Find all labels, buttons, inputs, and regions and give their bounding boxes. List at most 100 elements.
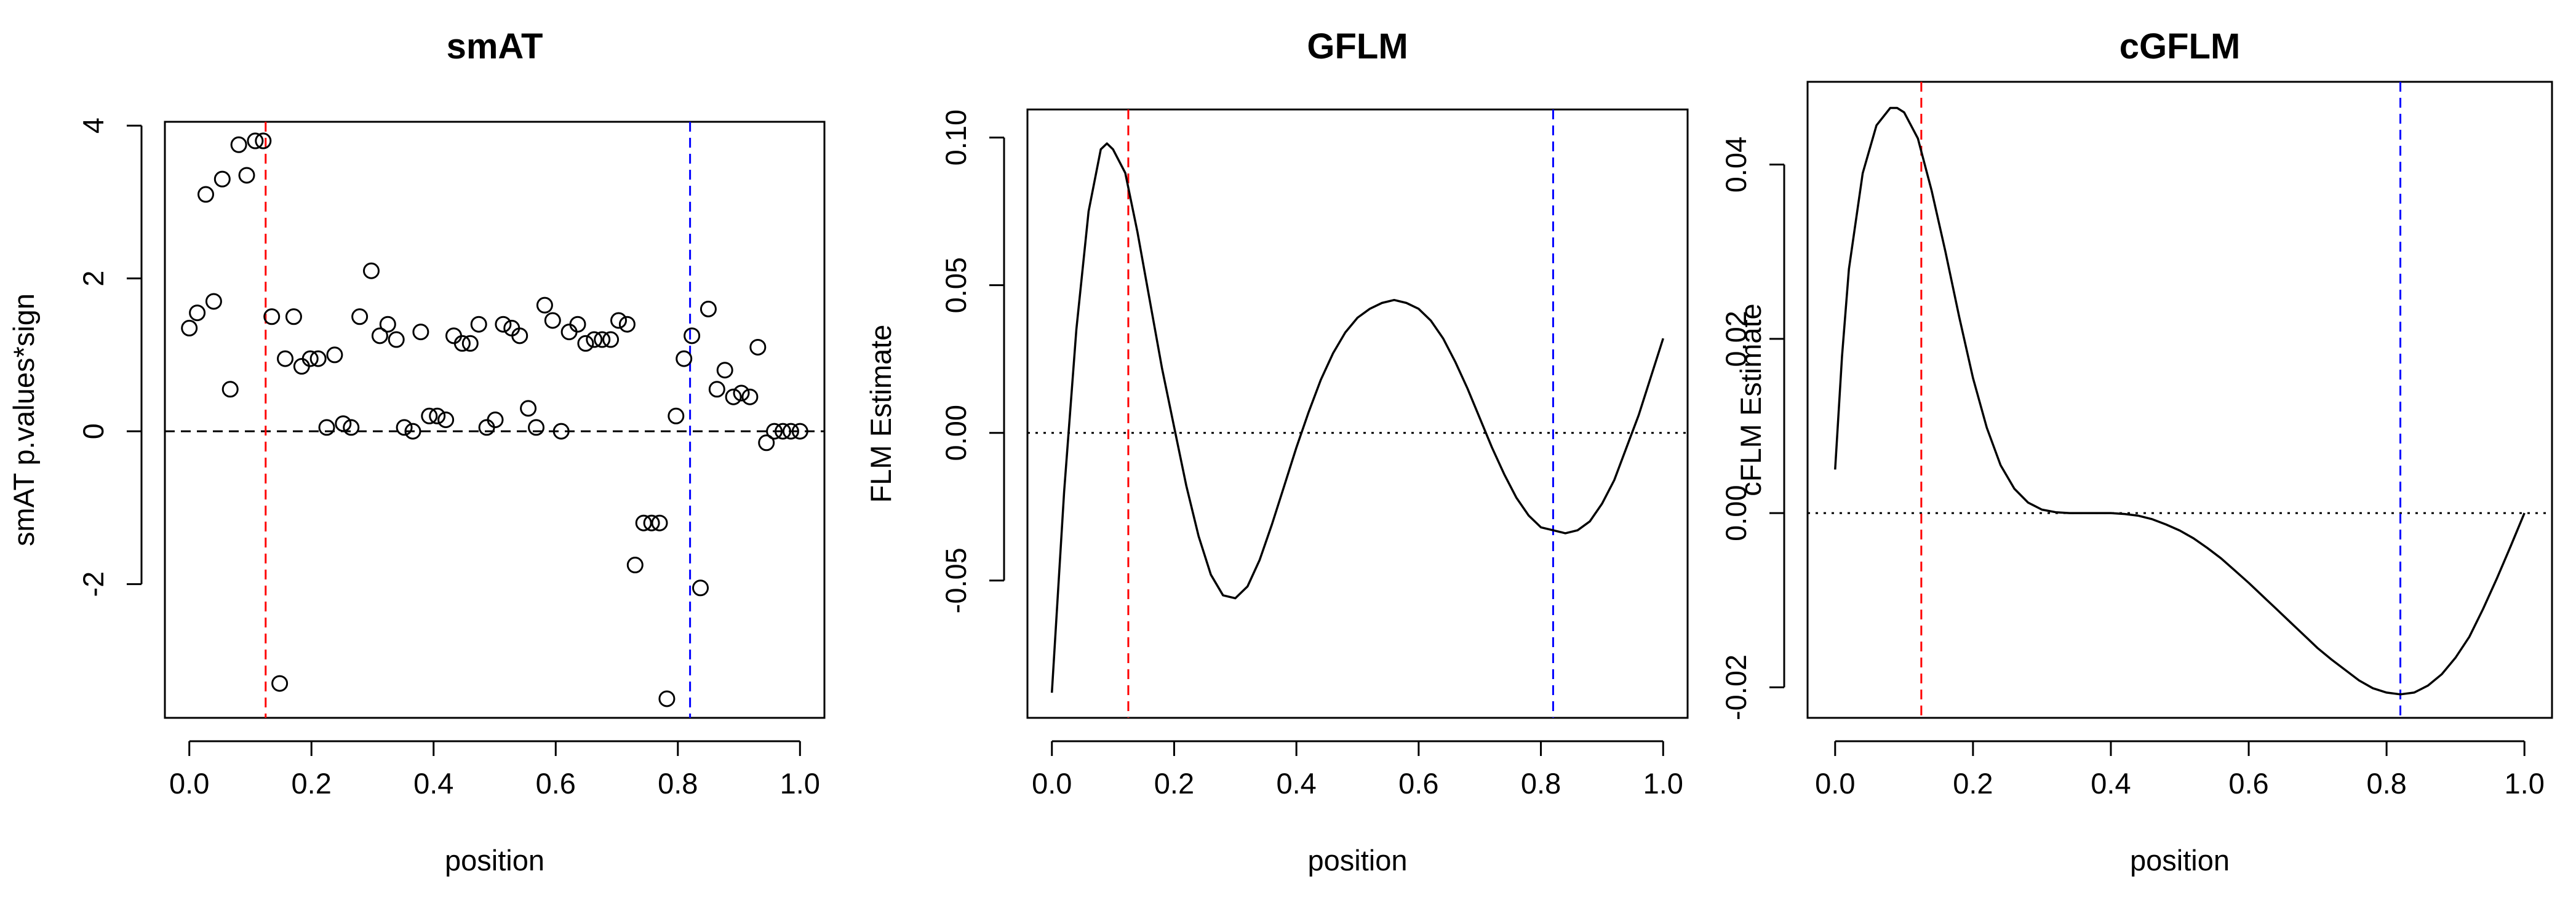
x-tick-label: 1.0 (1643, 767, 1683, 800)
data-point (213, 170, 231, 188)
data-point (379, 316, 396, 333)
y-tick-label: 0.04 (1720, 137, 1752, 193)
data-point (404, 423, 421, 440)
data-point (725, 388, 742, 405)
data-point (437, 412, 455, 428)
x-tick-label: 0.4 (2091, 767, 2131, 800)
data-point (221, 381, 239, 398)
data-point (205, 293, 222, 310)
data-point (343, 419, 360, 436)
data-point (520, 400, 537, 417)
x-tick-label: 0.6 (2228, 767, 2268, 800)
data-point (668, 407, 685, 424)
data-point (309, 350, 327, 367)
data-point (741, 388, 759, 405)
series-line (1834, 106, 2526, 696)
plot-title: cGFLM (2119, 26, 2241, 66)
plot-title: GFLM (1307, 26, 1408, 66)
data-point (277, 350, 294, 367)
data-point (716, 362, 733, 379)
y-tick-label: -2 (77, 571, 110, 597)
data-point (758, 434, 775, 451)
y-tick-label: 0.10 (939, 109, 972, 165)
x-tick-label: 0.2 (292, 767, 332, 800)
data-point (791, 423, 808, 440)
data-point (230, 136, 247, 153)
data-point (708, 381, 725, 398)
data-point (511, 327, 528, 344)
x-tick-label: 0.4 (413, 767, 453, 800)
x-tick-label: 0.0 (1815, 767, 1855, 800)
data-point (263, 308, 281, 325)
data-point (618, 316, 636, 333)
plot-title: smAT (447, 26, 543, 66)
panel-3: cGFLM 0.0 0.2 0.4 0.6 0.8 1.0 -0.02 0.00 0.02 0.04… (1720, 26, 2553, 877)
data-point (247, 132, 264, 149)
plot-frame (1806, 81, 2553, 719)
y-tick-label: -0.05 (939, 547, 972, 613)
x-tick-label: 0.2 (1953, 767, 1993, 800)
data-point (429, 407, 446, 424)
x-tick-label: 0.8 (658, 767, 698, 800)
y-tick-label: 0.00 (1720, 485, 1752, 541)
data-point (766, 423, 783, 440)
data-point (560, 324, 578, 341)
y-tick-label: 0 (77, 423, 110, 439)
data-point (782, 423, 799, 440)
data-point (626, 557, 644, 574)
data-point (527, 419, 544, 436)
x-tick-label: 1.0 (2505, 767, 2545, 800)
data-point (388, 331, 405, 348)
data-point (181, 319, 198, 336)
data-point (749, 338, 767, 356)
y-axis-label: smAT p.values*sign (7, 293, 40, 546)
data-point (285, 308, 302, 325)
data-point (412, 324, 429, 341)
data-point (594, 331, 611, 348)
data-point (461, 335, 479, 352)
data-point (692, 579, 709, 597)
data-point (478, 419, 495, 436)
data-point (238, 167, 255, 184)
y-axis-label: FLM Estimate (864, 325, 897, 503)
y-tick-label: 4 (77, 117, 110, 133)
data-point (470, 316, 487, 333)
panel-2: GFLM 0.0 0.2 0.4 0.6 0.8 1.0 -0.05 0.00 0.05 0.10 p… (864, 26, 1689, 877)
x-tick-label: 1.0 (780, 767, 820, 800)
panel-1: smAT 0.0 0.2 0.4 0.6 0.8 1.0 -2 0 2 4 position smAT … (7, 26, 826, 877)
data-point (453, 335, 471, 352)
data-point (271, 675, 289, 692)
data-point (684, 327, 701, 344)
data-point (676, 350, 693, 367)
data-point (552, 423, 570, 440)
data-point (602, 331, 620, 348)
x-axis-label: position (1308, 844, 1408, 877)
data-point (445, 327, 462, 344)
y-axis-label: cFLM Estimate (1734, 303, 1767, 496)
data-point (544, 312, 561, 329)
data-point (351, 308, 369, 325)
x-tick-label: 0.2 (1154, 767, 1194, 800)
data-point (396, 419, 413, 436)
data-point (189, 304, 206, 322)
data-point (326, 346, 343, 364)
data-point (536, 296, 553, 314)
y-tick-label: 0.05 (939, 257, 972, 313)
data-point (371, 327, 388, 344)
x-tick-label: 0.8 (2366, 767, 2406, 800)
x-tick-label: 0.0 (169, 767, 209, 800)
data-point (775, 423, 792, 440)
y-tick-label: -0.02 (1720, 654, 1752, 720)
data-point (586, 331, 603, 348)
data-point (577, 335, 594, 352)
data-point (255, 132, 272, 149)
data-point (318, 419, 335, 436)
x-tick-label: 0.0 (1032, 767, 1072, 800)
x-axis-label: position (445, 844, 544, 877)
data-point (495, 316, 512, 333)
data-point (651, 514, 668, 531)
y-tick-label: 0.00 (939, 405, 972, 461)
data-point (293, 358, 310, 375)
